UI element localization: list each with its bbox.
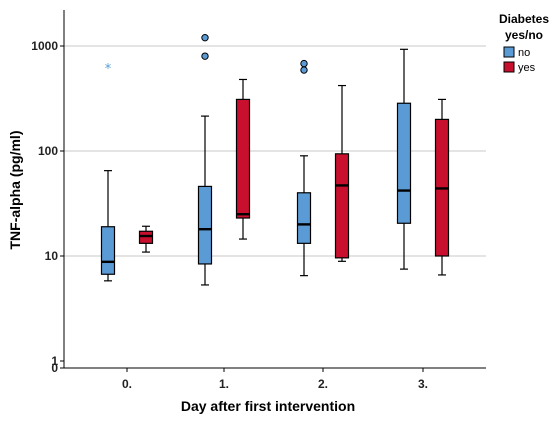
legend-title-line2: yes/no (505, 28, 543, 42)
boxes-layer: * (100, 33, 450, 286)
legend-title-line1: Diabetes (499, 12, 549, 26)
box-yes-1. (235, 78, 251, 240)
outlier-point (300, 59, 308, 68)
box-yes-0. (138, 225, 154, 253)
outlier-point (201, 33, 209, 42)
x-tick-label: 2. (318, 377, 328, 391)
box-no-2. (296, 59, 312, 277)
box-iqr (396, 102, 412, 224)
legend-swatch-yes (503, 61, 515, 73)
gridlines (64, 45, 486, 257)
legend-swatch-no (503, 46, 515, 58)
extreme-point: * (105, 62, 112, 77)
legend-label-yes: yes (518, 62, 536, 74)
x-tick-label: 0. (122, 377, 132, 391)
y-axis-title: TNF-alpha (pg/ml) (7, 131, 23, 250)
y-tick-label: 1000 (31, 39, 58, 53)
box-no-0.: * (100, 62, 116, 282)
outlier-point (201, 52, 209, 60)
box-no-1. (197, 33, 213, 286)
box-iqr (197, 185, 213, 265)
x-tick-label: 3. (418, 377, 428, 391)
box-yes-3. (434, 98, 450, 276)
legend: Diabetes yes/no no yes (499, 12, 549, 74)
box-no-3. (396, 48, 412, 270)
box-iqr (235, 98, 251, 219)
box-iqr (334, 153, 350, 259)
outlier-point (300, 66, 308, 74)
y-axis-ticks: 1000 100 10 10 (31, 39, 64, 375)
y-tick-label: 1 (51, 354, 58, 368)
x-axis-ticks: 0. 1. 2. 3. (122, 368, 428, 391)
box-iqr (138, 230, 154, 244)
y-tick-label: 100 (38, 144, 58, 158)
y-tick-label: 10 (45, 249, 59, 263)
box-iqr (296, 192, 312, 244)
y-tick-label: 0 (51, 361, 58, 375)
legend-label-no: no (518, 47, 530, 59)
x-axis-title: Day after first intervention (181, 398, 355, 414)
box-iqr (100, 226, 116, 275)
box-yes-2. (334, 84, 350, 262)
x-tick-label: 1. (219, 377, 229, 391)
